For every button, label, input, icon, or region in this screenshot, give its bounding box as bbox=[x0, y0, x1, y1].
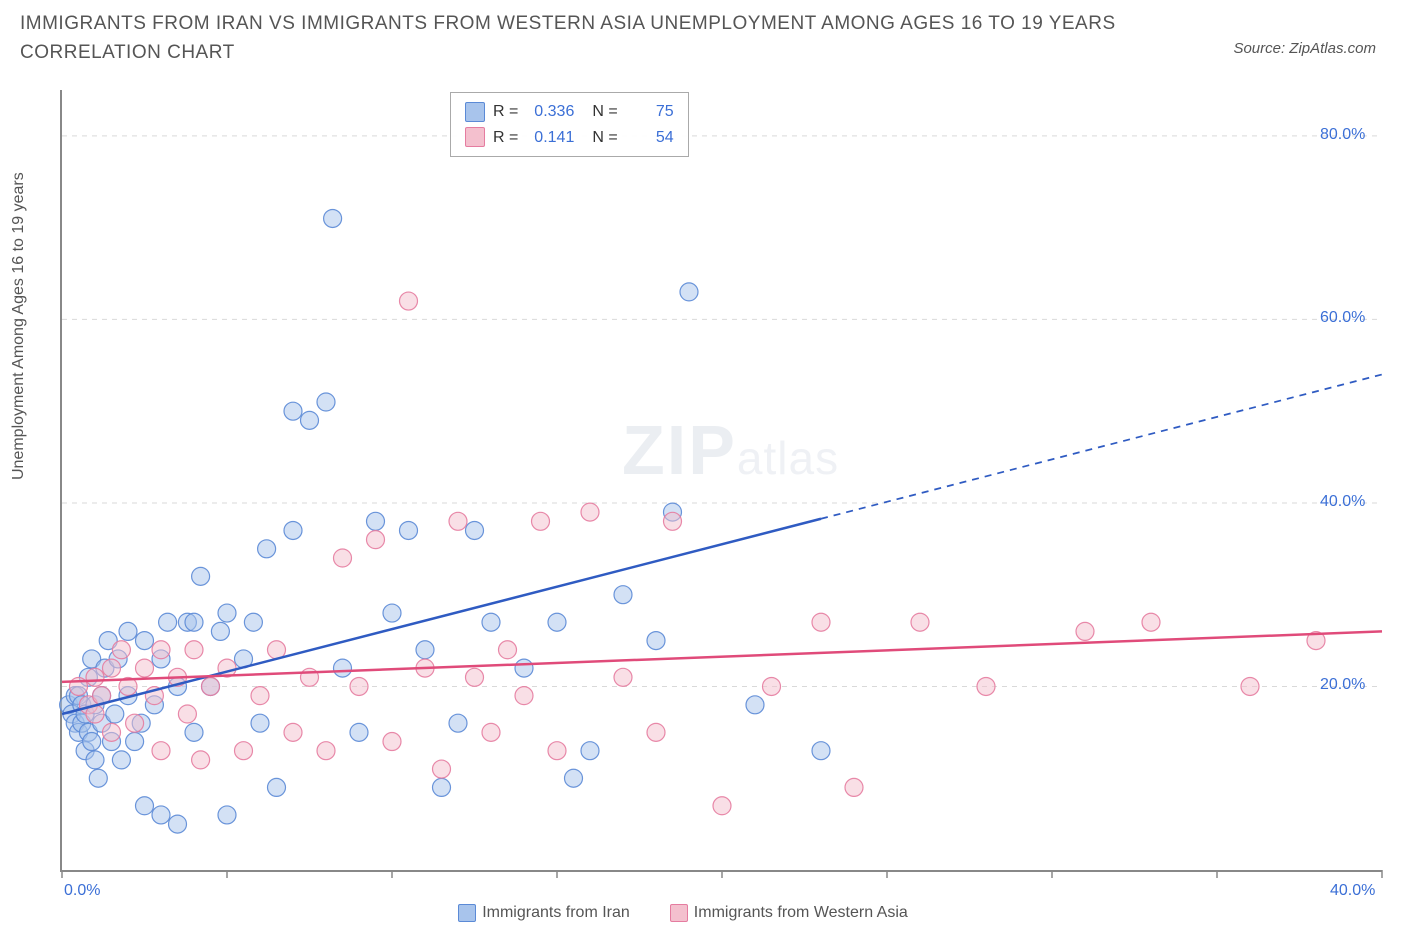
stats-r-value: 0.336 bbox=[526, 99, 574, 125]
stats-r-value: 0.141 bbox=[526, 125, 574, 151]
y-tick-label: 40.0% bbox=[1320, 493, 1365, 511]
y-tick-label: 20.0% bbox=[1320, 676, 1365, 694]
legend-series-label: Immigrants from Western Asia bbox=[694, 904, 908, 921]
plot-area: ZIPatlas bbox=[60, 90, 1382, 872]
chart-title: IMMIGRANTS FROM IRAN VS IMMIGRANTS FROM … bbox=[20, 10, 1120, 67]
legend-swatch-icon bbox=[458, 904, 476, 922]
stats-row: R = 0.141 N = 54 bbox=[465, 125, 674, 151]
x-axis-legend: Immigrants from Iran Immigrants from West… bbox=[0, 904, 1406, 922]
chart-container: IMMIGRANTS FROM IRAN VS IMMIGRANTS FROM … bbox=[0, 0, 1406, 930]
stats-r-label: R = bbox=[493, 99, 518, 125]
stats-n-value: 54 bbox=[626, 125, 674, 151]
y-tick-label: 60.0% bbox=[1320, 309, 1365, 327]
plot-svg bbox=[62, 90, 1382, 870]
stats-row: R = 0.336 N = 75 bbox=[465, 99, 674, 125]
stats-n-label: N = bbox=[592, 99, 617, 125]
stats-n-value: 75 bbox=[626, 99, 674, 125]
stats-legend-box: R = 0.336 N = 75 R = 0.141 N = 54 bbox=[450, 92, 689, 157]
x-tick-label: 0.0% bbox=[64, 882, 100, 900]
legend-series-label: Immigrants from Iran bbox=[482, 904, 630, 921]
y-axis-label: Unemployment Among Ages 16 to 19 years bbox=[10, 172, 28, 480]
stats-r-label: R = bbox=[493, 125, 518, 151]
legend-swatch-icon bbox=[465, 127, 485, 147]
x-tick-label: 40.0% bbox=[1330, 882, 1375, 900]
legend-swatch-icon bbox=[670, 904, 688, 922]
stats-n-label: N = bbox=[592, 125, 617, 151]
legend-swatch-icon bbox=[465, 102, 485, 122]
y-tick-label: 80.0% bbox=[1320, 126, 1365, 144]
chart-source: Source: ZipAtlas.com bbox=[1233, 40, 1376, 57]
